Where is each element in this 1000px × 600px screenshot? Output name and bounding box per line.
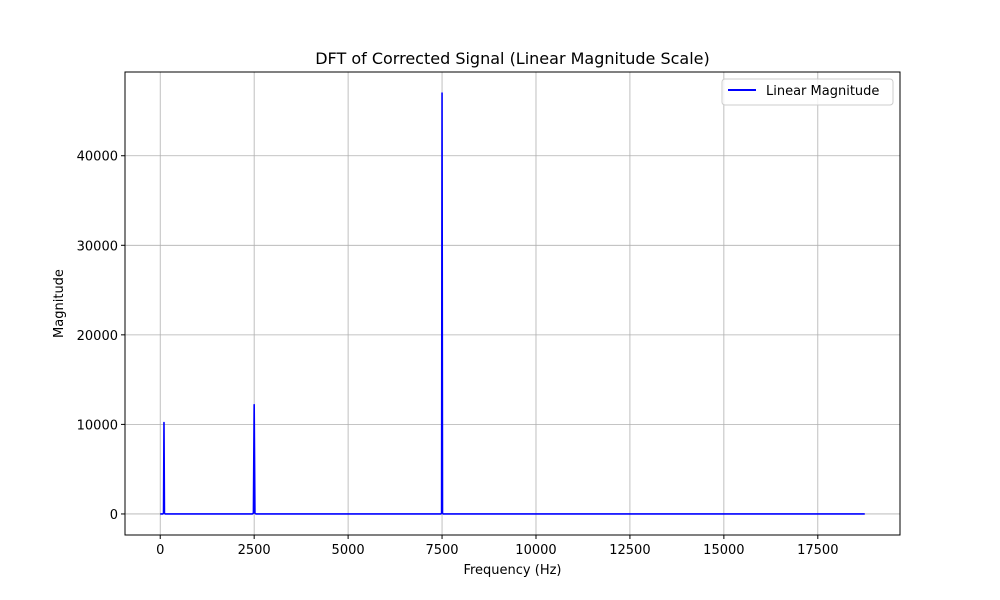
x-tick-label: 12500 — [609, 543, 650, 558]
legend-label: Linear Magnitude — [766, 84, 879, 99]
series-layer — [160, 92, 865, 515]
series-line — [160, 92, 865, 515]
x-tick-label: 10000 — [515, 543, 556, 558]
axis-ticks: 0 2500 5000 7500 10000 12500 15000 17500 0 10000 2… — [77, 150, 839, 558]
legend: Linear Magnitude — [721, 78, 894, 106]
x-axis-label: Frequency (Hz) — [463, 563, 561, 578]
grid — [125, 72, 900, 535]
x-tick-label: 15000 — [703, 543, 744, 558]
legend-box — [721, 78, 894, 106]
x-tick-label: 7500 — [425, 543, 458, 558]
plot-area-frame — [124, 71, 901, 536]
x-tick-label: 5000 — [332, 543, 365, 558]
chart-title: DFT of Corrected Signal (Linear Magnitud… — [315, 49, 710, 68]
y-tick-label: 20000 — [77, 329, 118, 344]
y-tick-label: 30000 — [77, 239, 118, 254]
x-tick-label: 2500 — [238, 543, 271, 558]
y-axis-label: Magnitude — [52, 269, 67, 338]
x-tick-label: 0 — [156, 543, 164, 558]
y-tick-label: 40000 — [77, 150, 118, 165]
y-tick-label: 10000 — [77, 418, 118, 433]
x-tick-label: 17500 — [797, 543, 838, 558]
y-tick-label: 0 — [110, 508, 118, 523]
